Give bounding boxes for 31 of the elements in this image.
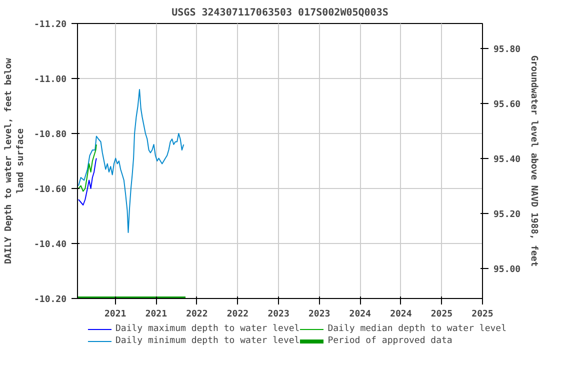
y2-tick-label: 95.80 [494,44,521,55]
line-series [78,89,184,233]
x-tick-label: 2023 [268,310,290,320]
y-tick-label: -10.80 [34,130,67,140]
line-series [78,144,97,192]
x-tick-label: 2022 [226,310,249,320]
y-axis-title: DAILY Depth to water level, feet below land surface [4,57,26,264]
legend-label: Daily median depth to water level [328,323,507,335]
x-tick-label: 2024 [390,310,412,320]
x-tick-label: 2021 [104,310,126,320]
legend-label: Daily maximum depth to water level [115,323,300,335]
x-tick-label: 2023 [308,310,330,320]
y-tick-label: -10.20 [34,295,67,305]
chart-title: USGS 324307117063503 017S002W05Q003S [172,8,388,18]
y2-axis-title: Groundwater level above NAVD 1988, feet [528,55,539,267]
x-tick-label: 2025 [430,310,453,320]
x-tick-label: 2022 [186,310,208,320]
y-tick-label: -10.60 [34,185,67,195]
line-series [78,158,97,206]
y-tick-label: -11.00 [34,75,67,85]
legend-label: Daily minimum depth to water level [115,335,300,347]
y2-tick-label: 95.40 [494,154,521,165]
y-tick-label: -11.20 [34,20,67,30]
y2-tick-label: 95.00 [494,264,521,275]
x-tick-label: 2025 [472,310,494,320]
y2-tick-label: 95.60 [494,100,521,110]
y2-tick-label: 95.20 [494,210,521,220]
legend-label: Period of approved data [328,335,452,347]
x-tick-label: 2021 [145,310,167,320]
y-tick-label: -10.40 [34,240,67,250]
x-tick-label: 2024 [349,310,372,320]
